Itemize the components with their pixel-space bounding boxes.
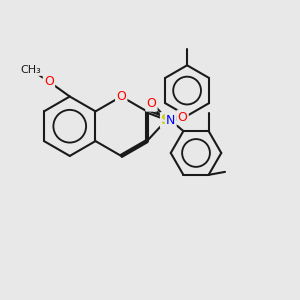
Text: O: O xyxy=(44,75,54,88)
Text: O: O xyxy=(178,111,188,124)
Text: O: O xyxy=(116,90,126,103)
Text: S: S xyxy=(161,113,171,127)
Text: O: O xyxy=(146,98,156,110)
Text: N: N xyxy=(166,114,176,127)
Text: CH₃: CH₃ xyxy=(21,65,41,75)
